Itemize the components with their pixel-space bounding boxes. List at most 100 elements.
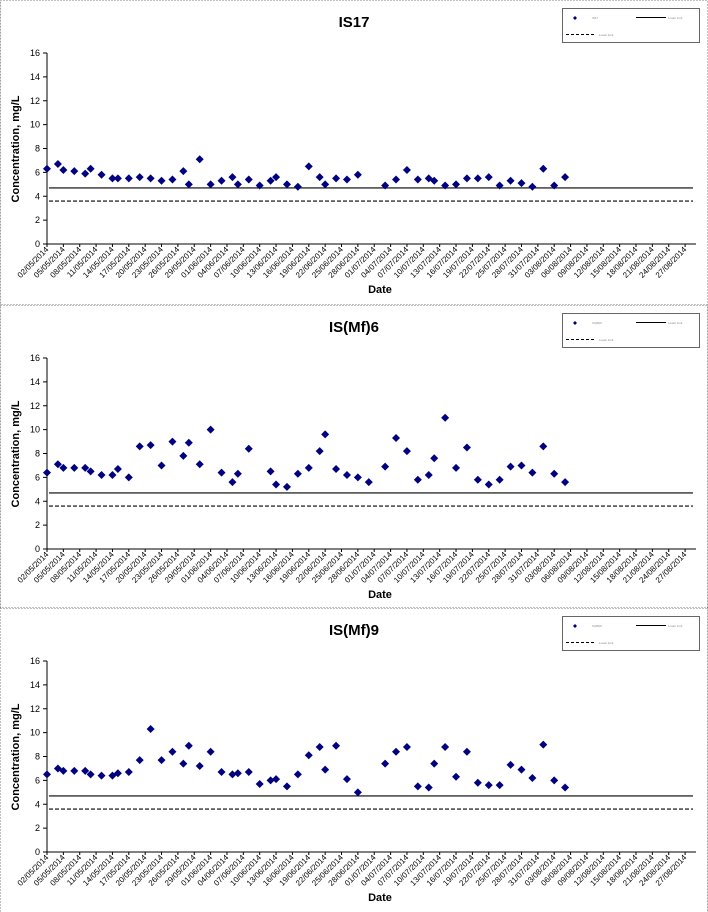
legend-label-series: IS17	[592, 16, 599, 20]
data-point	[255, 779, 264, 788]
legend-marker-symbol	[573, 321, 577, 325]
data-point	[81, 463, 90, 472]
data-point	[473, 778, 482, 787]
data-point	[441, 181, 450, 190]
data-point	[315, 173, 324, 182]
data-point	[81, 169, 90, 178]
data-point	[539, 164, 548, 173]
data-point	[364, 478, 373, 487]
data-point	[413, 175, 422, 184]
data-point	[484, 173, 493, 182]
legend-label-dashed: Lower limit	[599, 33, 614, 37]
legend-label-dashed: Lower limit	[599, 641, 614, 645]
data-point	[462, 443, 471, 452]
legend-label-series: IS(Mf)9	[592, 624, 602, 628]
legend-label-solid: Lower limit	[668, 16, 683, 20]
data-point	[124, 174, 133, 183]
legend-label-series: IS(Mf)6	[592, 321, 602, 325]
legend-label-dashed: Lower limit	[599, 338, 614, 342]
data-point	[392, 747, 401, 756]
data-point	[168, 747, 177, 756]
data-point	[495, 181, 504, 190]
data-point	[168, 175, 177, 184]
data-point	[304, 162, 313, 171]
y-tick-label: 0	[35, 544, 40, 554]
data-point	[304, 751, 313, 760]
chart-title: IS(Mf)6	[329, 319, 379, 336]
data-point	[255, 181, 264, 190]
data-point	[53, 160, 62, 169]
data-point	[217, 176, 226, 185]
data-point	[539, 740, 548, 749]
data-point	[272, 480, 281, 489]
data-point	[462, 174, 471, 183]
data-point	[561, 478, 570, 487]
chart-panel-1: IS17 IS17 Lower limit Lower limit 0 2 4 6 8 10 12 1…	[0, 0, 708, 305]
data-point	[157, 176, 166, 185]
data-point	[59, 463, 68, 472]
data-point	[342, 175, 351, 184]
chart-panel-2: IS(Mf)6 IS(Mf)6 Lower limit Lower limit 0 2 4 6…	[0, 305, 708, 608]
legend: IS(Mf)9 Lower limit Lower limit	[562, 616, 700, 651]
chart-panel-border	[0, 0, 708, 305]
legend-label-solid: Lower limit	[668, 321, 683, 325]
data-point	[392, 433, 401, 442]
data-point	[228, 478, 237, 487]
x-axis-title: Date	[368, 284, 392, 296]
data-point	[484, 480, 493, 489]
y-tick-label: 10	[30, 120, 40, 130]
data-point	[233, 180, 242, 189]
y-tick-label: 12	[30, 96, 40, 106]
y-axis-title: Concentration, mg/L	[10, 400, 22, 507]
data-point	[332, 465, 341, 474]
chart-panel-3: IS(Mf)9 IS(Mf)9 Lower limit Lower limit 0 2 4 6…	[0, 608, 708, 912]
y-tick-label: 14	[30, 377, 40, 387]
y-tick-label: 6	[35, 167, 40, 177]
data-point	[550, 469, 559, 478]
data-point	[528, 182, 537, 191]
data-point	[392, 175, 401, 184]
data-point	[430, 454, 439, 463]
data-point	[282, 782, 291, 791]
data-point	[157, 461, 166, 470]
data-point	[244, 444, 253, 453]
x-axis-title: Date	[368, 589, 392, 601]
data-point	[113, 465, 122, 474]
data-point	[321, 765, 330, 774]
legend: IS17 Lower limit Lower limit	[562, 8, 700, 43]
data-point	[86, 164, 95, 173]
x-axis-title: Date	[368, 892, 392, 904]
data-point	[43, 164, 51, 173]
chart-title: IS17	[339, 14, 370, 31]
data-point	[228, 770, 237, 779]
data-point	[97, 170, 106, 179]
data-point	[206, 747, 215, 756]
data-point	[430, 759, 439, 768]
data-point	[452, 180, 461, 189]
y-tick-label: 4	[35, 191, 40, 201]
data-point	[473, 475, 482, 484]
data-point	[293, 182, 302, 191]
chart-title: IS(Mf)9	[329, 622, 379, 639]
data-point	[146, 441, 155, 450]
data-point	[506, 760, 515, 769]
data-point	[272, 775, 281, 784]
data-point	[528, 468, 537, 477]
data-point	[424, 783, 433, 792]
data-point	[402, 742, 411, 751]
data-point	[452, 772, 461, 781]
data-point	[86, 770, 95, 779]
y-tick-label: 6	[35, 775, 40, 785]
data-point	[495, 475, 504, 484]
data-point	[184, 741, 193, 750]
legend-box	[562, 313, 700, 348]
data-point	[179, 451, 188, 460]
data-point	[430, 176, 439, 185]
data-point	[195, 460, 204, 469]
data-point	[517, 179, 526, 188]
y-tick-label: 2	[35, 520, 40, 530]
data-point	[70, 167, 79, 176]
data-point	[113, 769, 122, 778]
data-point	[59, 165, 68, 174]
